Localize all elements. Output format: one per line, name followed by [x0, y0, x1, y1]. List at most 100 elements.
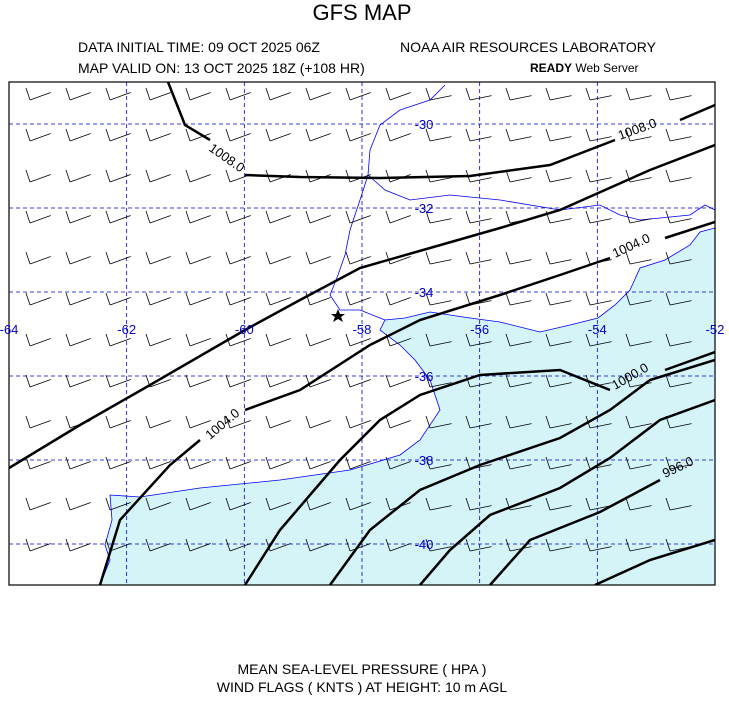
wind-barb — [145, 415, 171, 429]
wind-barb — [25, 251, 51, 265]
wind-barb — [625, 456, 652, 470]
wind-barb — [345, 456, 371, 470]
wind-barb — [185, 456, 211, 470]
wind-barb — [465, 87, 492, 101]
wind-barb — [145, 251, 171, 265]
wind-barb — [425, 333, 452, 347]
wind-barb — [25, 333, 51, 347]
wind-barb — [625, 415, 652, 429]
wind-barb — [505, 374, 532, 388]
wind-barb — [65, 497, 91, 511]
lat-label: -36 — [415, 369, 434, 384]
wind-barb — [25, 210, 51, 224]
lat-label: -40 — [415, 537, 434, 552]
wind-barb — [345, 374, 371, 388]
wind-barb — [145, 128, 171, 142]
lat-label: -30 — [415, 117, 434, 132]
wind-barb — [505, 251, 532, 265]
isobar-label: 1004.0 — [202, 405, 242, 442]
wind-barb — [305, 456, 331, 470]
wind-barb — [665, 251, 692, 265]
wind-barb — [385, 374, 411, 388]
wind-barb — [345, 497, 371, 511]
wind-barb — [385, 169, 411, 183]
wind-barb — [105, 210, 131, 224]
wind-barb — [145, 210, 171, 224]
wind-barb — [385, 538, 411, 552]
wind-barb — [545, 497, 572, 511]
wind-barb — [65, 210, 91, 224]
wind-barb — [425, 538, 452, 552]
wind-barb — [65, 333, 91, 347]
wind-barb — [185, 538, 211, 552]
wind-barb — [625, 210, 652, 224]
wind-barb — [425, 292, 452, 306]
wind-barb — [225, 128, 251, 142]
wind-barb — [305, 538, 331, 552]
wind-barb — [185, 210, 211, 224]
wind-barb — [305, 292, 331, 306]
wind-barb — [545, 415, 572, 429]
wind-barb — [65, 251, 91, 265]
wind-barb — [25, 374, 51, 388]
wind-barb — [265, 128, 291, 142]
wind-barb — [265, 374, 291, 388]
wind-barb — [305, 333, 331, 347]
wind-barb — [105, 374, 131, 388]
wind-barb — [345, 210, 371, 224]
wind-barb — [105, 333, 131, 347]
wind-barb — [625, 497, 652, 511]
wind-barb — [625, 87, 652, 101]
wind-barb — [385, 251, 411, 265]
wind-barb — [665, 128, 692, 142]
wind-barb — [25, 415, 51, 429]
wind-barb — [465, 333, 492, 347]
wind-barb — [225, 87, 251, 101]
wind-barb — [345, 415, 371, 429]
wind-barb — [185, 374, 211, 388]
wind-barb — [665, 456, 692, 470]
wind-barb — [185, 128, 211, 142]
border — [367, 84, 715, 221]
wind-barb — [585, 538, 612, 552]
wind-barb — [185, 87, 211, 101]
wind-barb — [545, 169, 572, 183]
wind-barb — [465, 251, 492, 265]
server: READY Web Server — [530, 61, 639, 75]
wind-barb — [505, 333, 532, 347]
wind-barb — [505, 169, 532, 183]
wind-barb — [465, 128, 492, 142]
wind-barb — [465, 497, 492, 511]
lab-name: NOAA AIR RESOURCES LABORATORY — [400, 39, 657, 55]
wind-barb — [545, 333, 572, 347]
lat-label: -38 — [415, 453, 434, 468]
lon-label: -60 — [235, 322, 254, 337]
wind-barb — [665, 374, 692, 388]
wind-barb — [265, 456, 291, 470]
wind-barb — [225, 210, 251, 224]
wind-barb — [345, 292, 371, 306]
wind-barb — [465, 415, 492, 429]
wind-barb — [265, 333, 291, 347]
wind-barb — [585, 210, 612, 224]
wind-barb — [345, 538, 371, 552]
wind-barb — [585, 333, 612, 347]
wind-barb — [225, 456, 251, 470]
wind-barb — [505, 456, 532, 470]
footer-line2: WIND FLAGS ( KNTS ) AT HEIGHT: 10 m AGL — [217, 679, 508, 695]
wind-barb — [105, 292, 131, 306]
wind-barb — [65, 87, 91, 101]
wind-barb — [225, 251, 251, 265]
wind-barb — [665, 87, 692, 101]
wind-barb — [265, 497, 291, 511]
wind-barb — [425, 210, 452, 224]
wind-barb — [65, 538, 91, 552]
wind-barb — [625, 251, 652, 265]
wind-barb — [145, 456, 171, 470]
wind-barb — [145, 333, 171, 347]
wind-barb — [225, 538, 251, 552]
wind-barb — [665, 169, 692, 183]
wind-barb — [265, 210, 291, 224]
wind-barb — [585, 292, 612, 306]
